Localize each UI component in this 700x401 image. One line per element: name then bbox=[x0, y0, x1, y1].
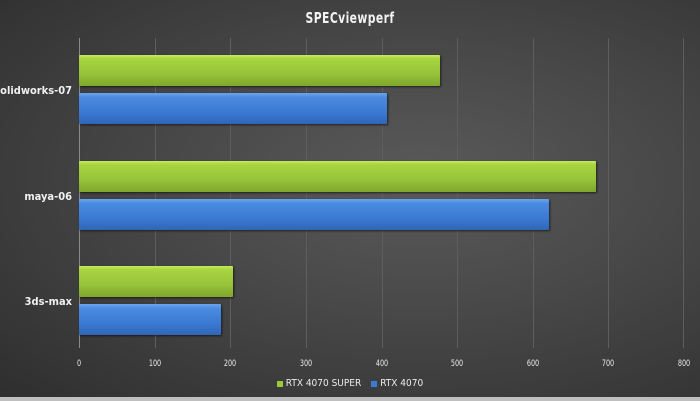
x-tick: 600 bbox=[526, 359, 539, 369]
x-tick: 500 bbox=[450, 359, 464, 369]
gridline bbox=[532, 38, 534, 348]
chart-title: SPECviewperf bbox=[305, 9, 395, 27]
x-tick: 800 bbox=[677, 359, 691, 369]
bar-rtx4070super-solidworks bbox=[79, 55, 440, 86]
bar-rtx4070super-3dsmax bbox=[79, 266, 233, 297]
legend-item: RTX 4070 SUPER bbox=[276, 378, 362, 389]
x-tick: 700 bbox=[602, 359, 615, 369]
category-label: solidworks-07 bbox=[0, 84, 72, 97]
x-tick: 0 bbox=[76, 359, 82, 369]
gridline bbox=[683, 38, 684, 348]
bottom-border bbox=[0, 397, 700, 401]
legend-label: RTX 4070 bbox=[380, 378, 424, 389]
gridline bbox=[154, 38, 156, 348]
gridline bbox=[457, 38, 459, 348]
gridline bbox=[608, 38, 610, 348]
legend-swatch-blue-icon bbox=[371, 380, 378, 387]
legend-label: RTX 4070 SUPER bbox=[285, 378, 362, 389]
legend: RTX 4070 SUPER RTX 4070 bbox=[0, 378, 700, 389]
bar-rtx4070-solidworks bbox=[79, 93, 387, 124]
x-tick: 200 bbox=[224, 359, 237, 369]
gridline bbox=[230, 38, 232, 348]
gridline bbox=[79, 38, 80, 348]
gridline bbox=[305, 38, 307, 348]
x-tick: 400 bbox=[375, 359, 388, 369]
x-tick: 100 bbox=[148, 359, 161, 369]
bar-rtx4070super-maya bbox=[79, 161, 596, 192]
bar-rtx4070-maya bbox=[79, 199, 549, 230]
category-label: 3ds-max bbox=[24, 295, 72, 308]
x-tick: 300 bbox=[299, 359, 313, 369]
plot-area bbox=[79, 38, 684, 348]
bar-rtx4070-3dsmax bbox=[79, 304, 221, 335]
legend-item: RTX 4070 bbox=[371, 378, 423, 389]
category-label: maya-06 bbox=[24, 190, 72, 203]
gridline bbox=[381, 38, 383, 348]
legend-swatch-green-icon bbox=[276, 380, 283, 387]
